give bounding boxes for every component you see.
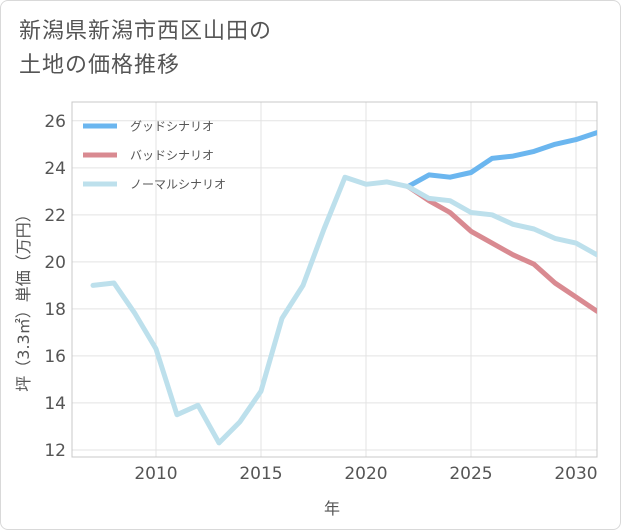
series-line-1 — [405, 130, 597, 190]
series-layer — [90, 130, 597, 446]
x-tick-label: 2020 — [344, 464, 387, 484]
y-tick-label: 14 — [44, 394, 66, 414]
x-axis-title: 年 — [324, 499, 340, 518]
series-line-2 — [405, 184, 597, 314]
y-tick-label: 12 — [44, 441, 66, 461]
y-tick-label: 26 — [44, 112, 66, 132]
series-line-3 — [90, 174, 597, 446]
chart-title-line-2: 土地の価格推移 — [19, 53, 181, 78]
y-tick-label: 24 — [44, 159, 66, 179]
legend-label-1: グッドシナリオ — [130, 120, 214, 134]
x-tick-label: 2025 — [449, 464, 492, 484]
x-tick-label: 2010 — [134, 464, 177, 484]
x-tick-label: 2015 — [239, 464, 282, 484]
y-tick-label: 20 — [44, 253, 66, 273]
y-tick-labels: 12 14 16 18 20 22 24 26 — [44, 112, 66, 461]
y-axis-title: 坪（3.3㎡）単価（万円） — [14, 206, 33, 391]
y-tick-label: 22 — [44, 206, 66, 226]
chart-title-line-1: 新潟県新潟市西区山田の — [19, 19, 273, 44]
x-tick-label: 2030 — [554, 464, 597, 484]
y-tick-label: 18 — [44, 300, 66, 320]
x-tick-labels: 2010 2015 2020 2025 2030 — [134, 464, 597, 484]
legend-label-2: バッドシナリオ — [130, 149, 214, 163]
y-tick-label: 16 — [44, 347, 66, 367]
legend-label-3: ノーマルシナリオ — [130, 178, 226, 192]
chart-title: 新潟県新潟市西区山田の 土地の価格推移 — [19, 15, 272, 83]
plot-area — [71, 101, 598, 458]
